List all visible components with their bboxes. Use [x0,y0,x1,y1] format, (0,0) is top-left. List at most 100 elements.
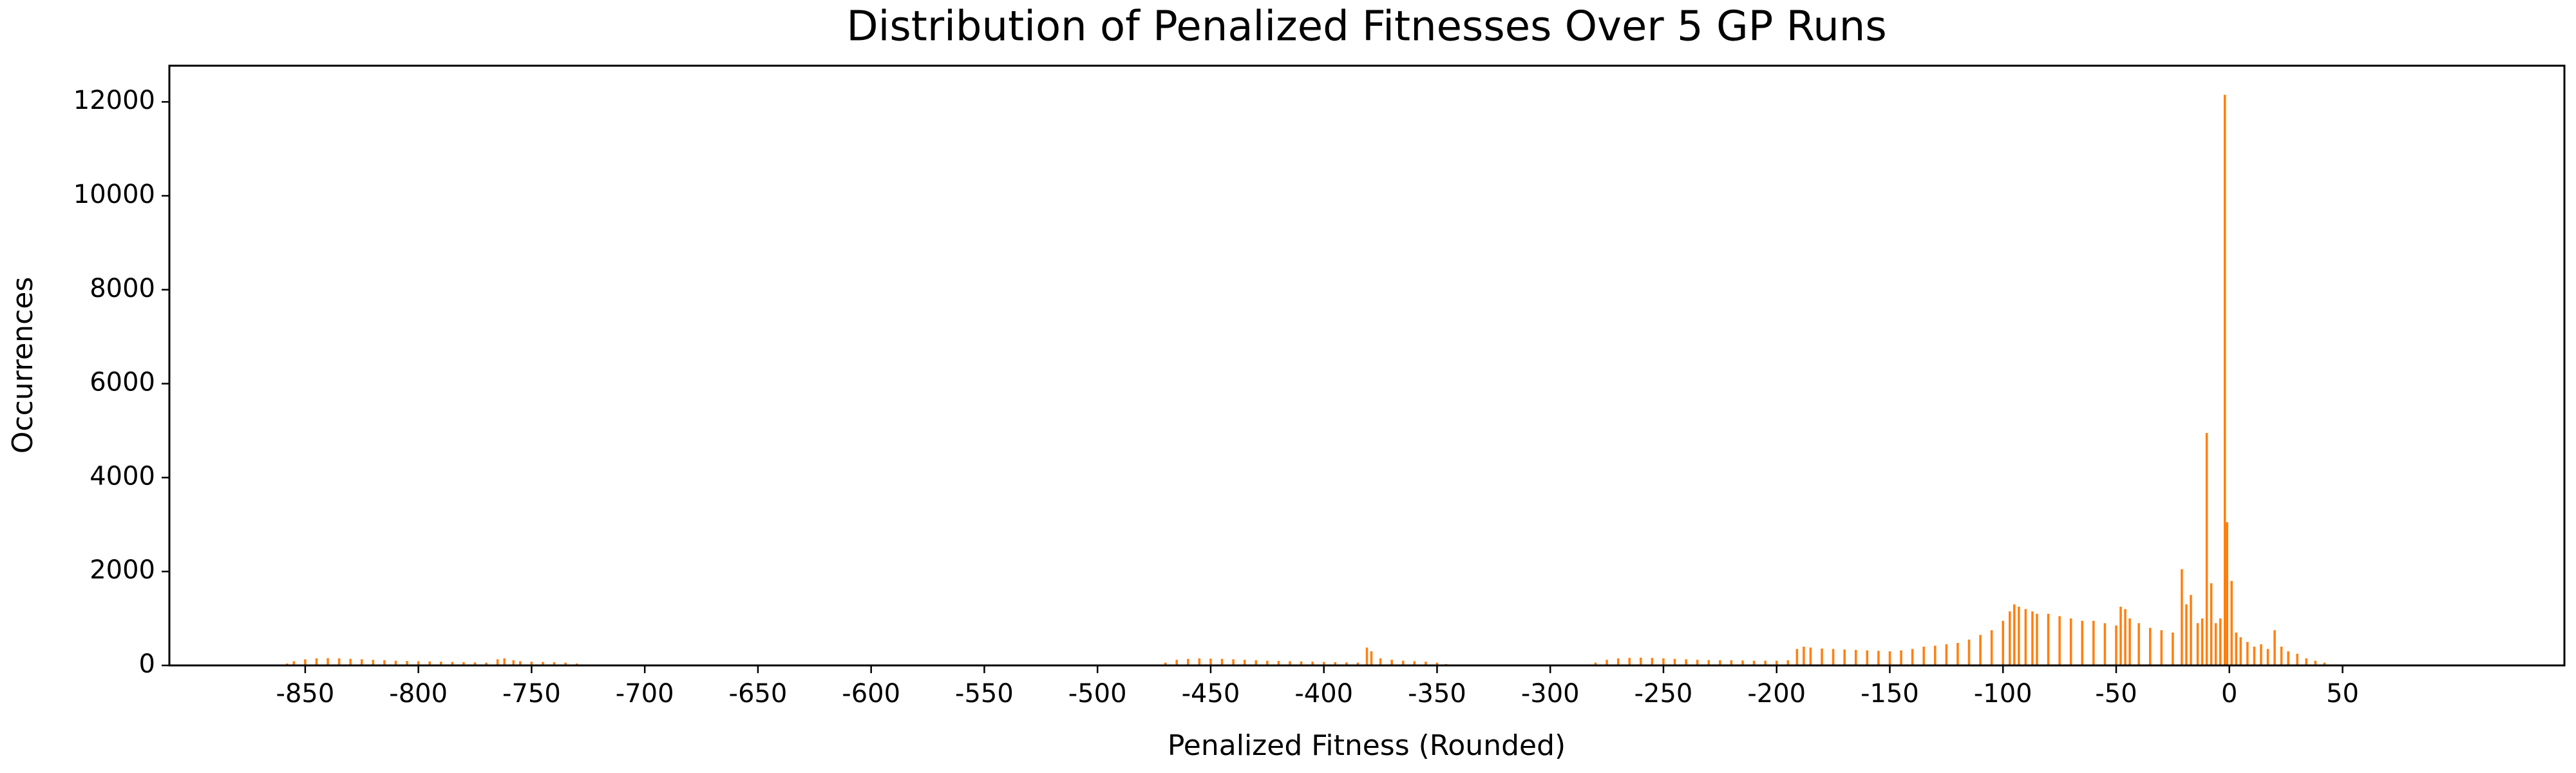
bar [1752,660,1756,665]
bar [1877,651,1880,665]
bar [428,661,431,665]
bar [1425,662,1427,665]
x-tick-label: -100 [1974,679,2032,709]
bar [1300,661,1303,665]
bar [2081,620,2084,665]
y-tick-label: 2000 [90,555,155,585]
bar [451,662,454,665]
bar [496,659,499,665]
bar [1345,662,1348,665]
bar [1673,658,1676,665]
bar [2009,611,2011,665]
bar [1741,660,1744,665]
x-tick-label: -200 [1747,679,1806,709]
bar [2296,653,2298,665]
bar [1843,649,1846,665]
bar [2058,616,2061,665]
bar [2314,660,2317,665]
x-axis-label: Penalized Fitness (Rounded) [1168,729,1566,762]
x-tick-label: -250 [1634,679,1693,709]
bar [2160,630,2163,665]
bar [542,662,544,665]
bar [1266,660,1269,665]
bar [1685,659,1687,665]
bar [1289,661,1291,665]
bar [2137,623,2140,665]
bar [2181,569,2183,665]
x-tick-label: -550 [955,679,1014,709]
bar [1365,647,1368,665]
y-tick-label: 6000 [90,368,155,397]
bar [1900,650,1902,665]
bar [1164,662,1167,665]
bar [1719,660,1721,665]
bar [1594,662,1597,665]
bar [1640,657,1642,665]
bar [1911,649,1914,665]
bar [304,659,307,665]
bar [1616,658,1620,665]
x-tick-label: -750 [502,679,561,709]
bar [1209,658,1212,665]
x-tick-label: -50 [2095,679,2137,709]
bar [2210,583,2213,665]
bar [2253,646,2256,665]
bar [1945,644,1948,665]
bar [473,662,477,665]
bar [1821,648,1823,665]
bar [1605,660,1608,665]
bar [1311,662,1314,665]
bar [1401,660,1405,665]
bar [1435,662,1439,665]
bar [2201,618,2204,665]
bar [2172,632,2174,665]
bar [383,660,386,665]
x-tick-label: -800 [389,679,448,709]
x-tick-label: -350 [1408,679,1466,709]
bar [2024,609,2027,665]
bar [337,658,341,665]
bar [2036,613,2038,665]
bar [1786,660,1790,665]
bar [1379,658,1382,665]
bar [1795,649,1799,665]
x-tick-label: -450 [1182,679,1240,709]
bar [1979,635,1982,665]
bar [564,662,567,665]
bar [327,658,329,665]
bar [1888,651,1891,665]
bar [1809,647,1812,665]
bar [1356,662,1359,665]
bar [2128,618,2131,665]
bar [503,658,506,665]
bar [1334,662,1337,665]
bar [2069,618,2072,665]
bar [512,660,515,665]
bar [1628,658,1631,665]
bar [485,662,488,665]
bar [2273,630,2276,665]
bar [1730,660,1733,665]
bar [530,662,533,665]
bar [1855,649,1857,665]
bar [1390,660,1393,665]
x-tick-label: -600 [842,679,900,709]
bar [2103,623,2107,665]
bar [2124,609,2126,665]
bar [2047,613,2050,665]
bar [1866,650,1869,665]
bar [2031,611,2034,665]
bar [2214,623,2217,665]
y-axis-label: Occurrences [6,277,39,453]
bar [1934,645,1937,665]
bar [2018,606,2020,665]
y-tick-label: 10000 [73,180,155,209]
bar [1956,643,1959,665]
bar [1707,660,1710,665]
bar [361,659,363,665]
x-tick-label: -300 [1521,679,1580,709]
bar [2205,433,2208,665]
bar [1775,660,1778,665]
bar [2235,632,2238,665]
